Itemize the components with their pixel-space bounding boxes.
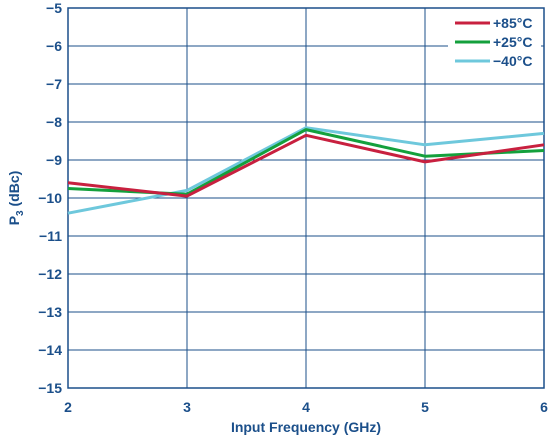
legend-label: −40°C [493, 53, 532, 69]
y-tick-label: −14 [38, 342, 62, 358]
x-tick-label: 2 [64, 399, 72, 415]
y-tick-label: −13 [38, 304, 62, 320]
x-tick-label: 5 [421, 399, 429, 415]
y-tick-label: −9 [46, 152, 62, 168]
series-line-1 [67, 133, 545, 198]
legend: +85°C +25°C −40°C [448, 12, 541, 74]
grid-lines [68, 8, 544, 388]
x-tick-label: 6 [540, 399, 548, 415]
legend-label: +85°C [493, 15, 532, 31]
x-tick-label: 4 [302, 399, 310, 415]
y-axis-title-sub: 3 [15, 210, 26, 216]
plot-frame [67, 7, 545, 389]
y-tick-label: −12 [38, 266, 62, 282]
y-axis-title: P3 (dBc) [6, 171, 26, 226]
y-tick-label: −6 [46, 38, 62, 54]
y-tick-labels: −5 −6 −7 −8 −9 −10 −11 −12 −13 −14 −15 [38, 0, 62, 396]
y-tick-label: −10 [38, 190, 62, 206]
series-line-3 [67, 126, 545, 215]
y-axis-title-main: P [6, 216, 22, 225]
y-tick-label: −15 [38, 380, 62, 396]
y-tick-label: −5 [46, 0, 62, 16]
y-axis-title-unit: (dBc) [6, 171, 22, 211]
y-tick-label: −8 [46, 114, 62, 130]
y-tick-label: −11 [39, 228, 62, 244]
series-lines [67, 126, 545, 215]
y-tick-label: −7 [46, 76, 62, 92]
x-tick-labels: 2 3 4 5 6 [64, 399, 548, 415]
x-axis-title: Input Frequency (GHz) [231, 419, 381, 435]
legend-label: +25°C [493, 34, 532, 50]
x-tick-label: 3 [183, 399, 191, 415]
